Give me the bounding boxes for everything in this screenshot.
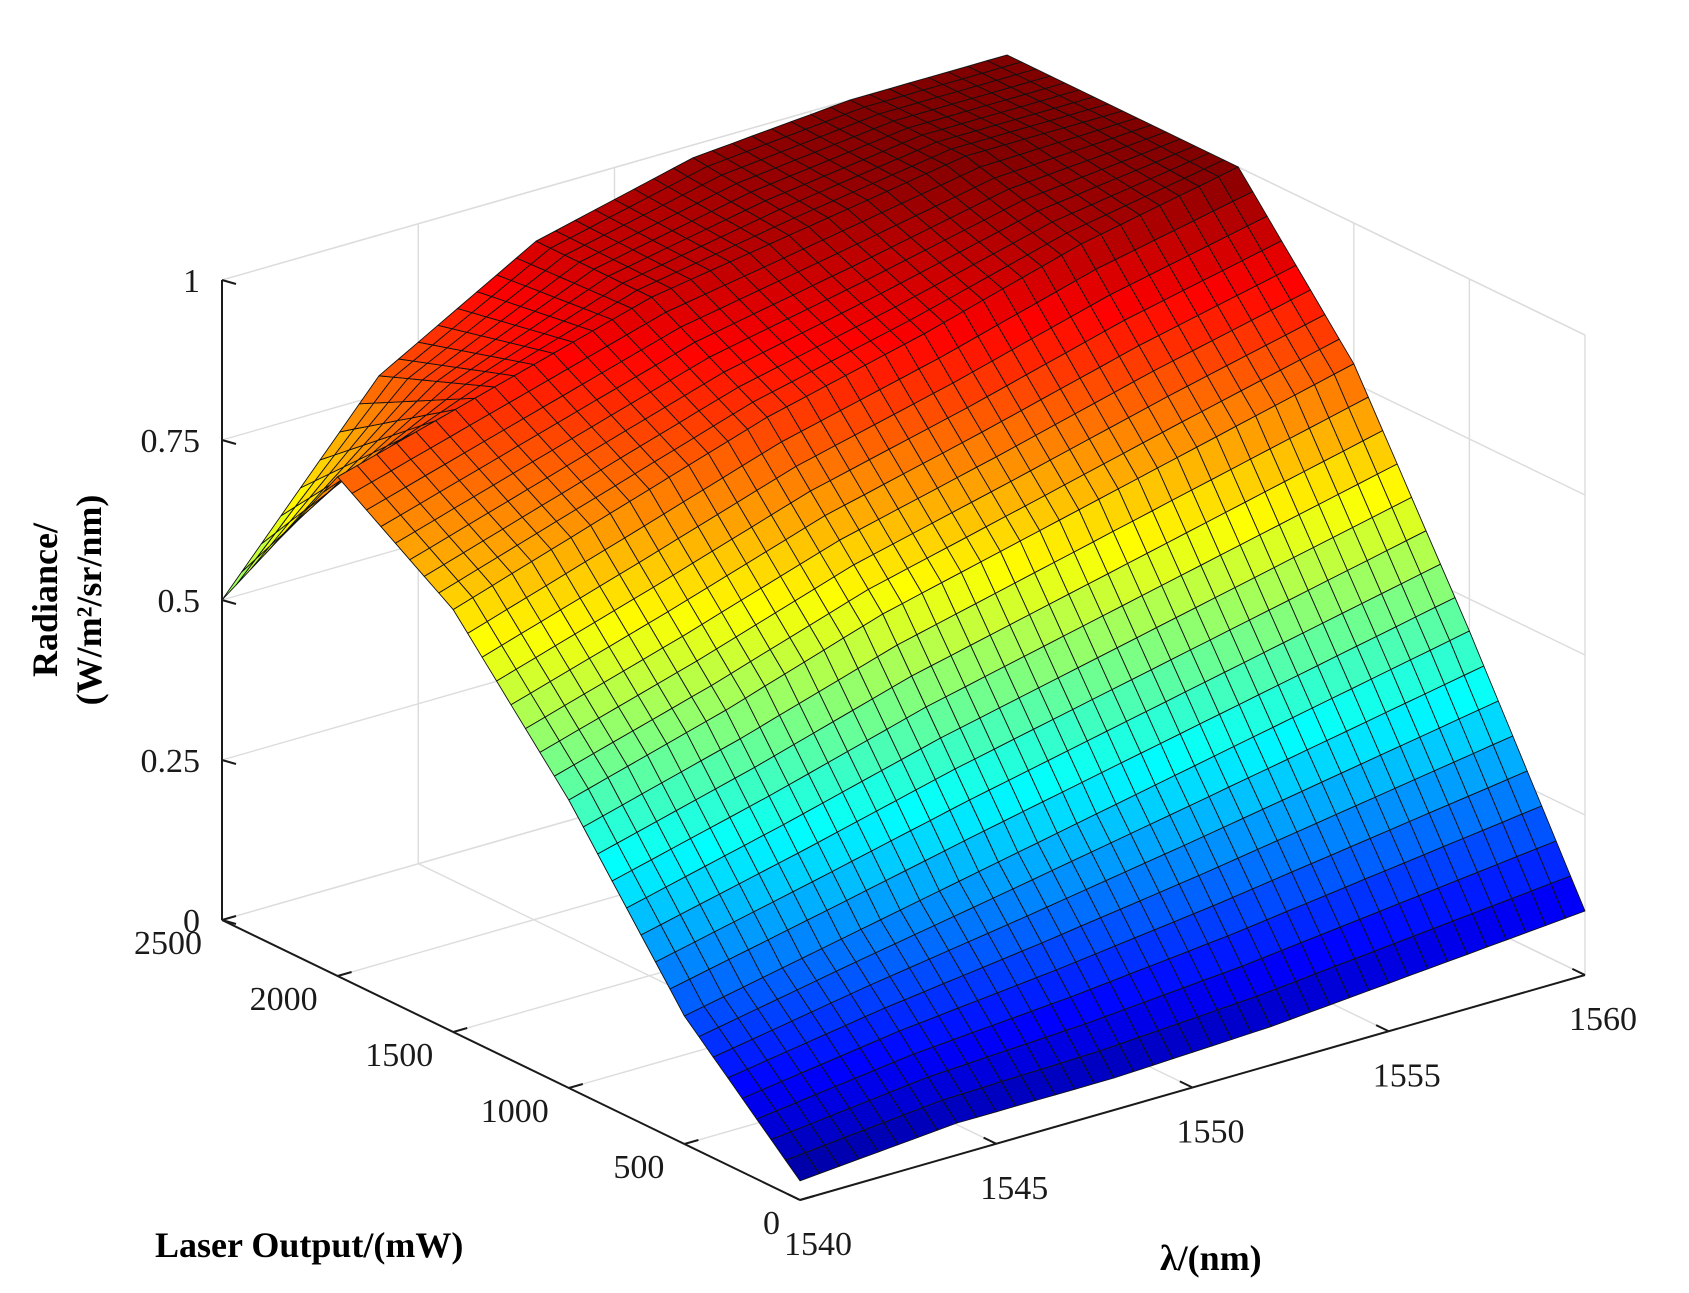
surface-mesh	[221, 54, 1586, 1182]
y-tick-mark	[221, 915, 237, 921]
y-tick-mark	[799, 1195, 815, 1201]
x-tick-mark	[1375, 1024, 1390, 1033]
y-tick-label: 0	[763, 1205, 780, 1242]
x-tick-label: 1560	[1569, 1001, 1637, 1038]
z-tick-mark	[221, 279, 237, 285]
y-tick-label: 500	[613, 1149, 664, 1186]
x-tick-label: 1550	[1177, 1114, 1245, 1151]
z-tick-mark	[221, 439, 237, 445]
x-axis-title: λ/(nm)	[1160, 1238, 1262, 1278]
x-tick-label: 1555	[1373, 1057, 1441, 1094]
y-tick-label: 1000	[481, 1093, 549, 1130]
z-axis-label-line-2: (W/m²/sr/nm)	[69, 495, 109, 706]
x-tick-mark	[983, 1136, 997, 1145]
z-tick-mark	[221, 759, 237, 765]
z-tick-label: 1	[183, 263, 200, 300]
z-tick-label: 0.5	[158, 583, 201, 620]
y-tick-label: 2000	[250, 981, 318, 1018]
x-tick-mark	[1179, 1080, 1193, 1089]
x-tick-mark	[786, 1192, 801, 1201]
y-tick-mark	[452, 1027, 468, 1033]
z-axis-title: Radiance/ (W/m²/sr/nm)	[25, 495, 109, 706]
y-axis-title: Laser Output/(mW)	[155, 1225, 463, 1265]
y-tick-mark	[568, 1083, 584, 1089]
z-tick-mark	[221, 919, 237, 925]
y-axis-line	[221, 919, 801, 1201]
z-tick-label: 0.25	[141, 743, 201, 780]
x-axis-label: λ/(nm)	[1160, 1238, 1262, 1278]
y-tick-mark	[337, 971, 352, 977]
axes-layer: 1540 1545 1550 1555 1560 0 500 1000 1500 2000 2500…	[134, 263, 1637, 1263]
z-tick-mark	[221, 599, 237, 605]
z-tick-label: 0	[183, 903, 200, 940]
surface-patch	[1550, 875, 1586, 919]
y-tick-label: 2500	[134, 925, 202, 962]
z-axis-label-line-1: Radiance/	[25, 522, 65, 677]
z-tick-label: 0.75	[141, 423, 201, 460]
y-axis-label: Laser Output/(mW)	[155, 1225, 463, 1265]
x-tick-mark	[1571, 967, 1586, 976]
x-tick-label: 1545	[980, 1170, 1048, 1207]
y-tick-mark	[684, 1139, 699, 1145]
y-tick-label: 1500	[365, 1037, 433, 1074]
surface-patch	[241, 532, 277, 573]
x-tick-label: 1540	[784, 1226, 852, 1263]
